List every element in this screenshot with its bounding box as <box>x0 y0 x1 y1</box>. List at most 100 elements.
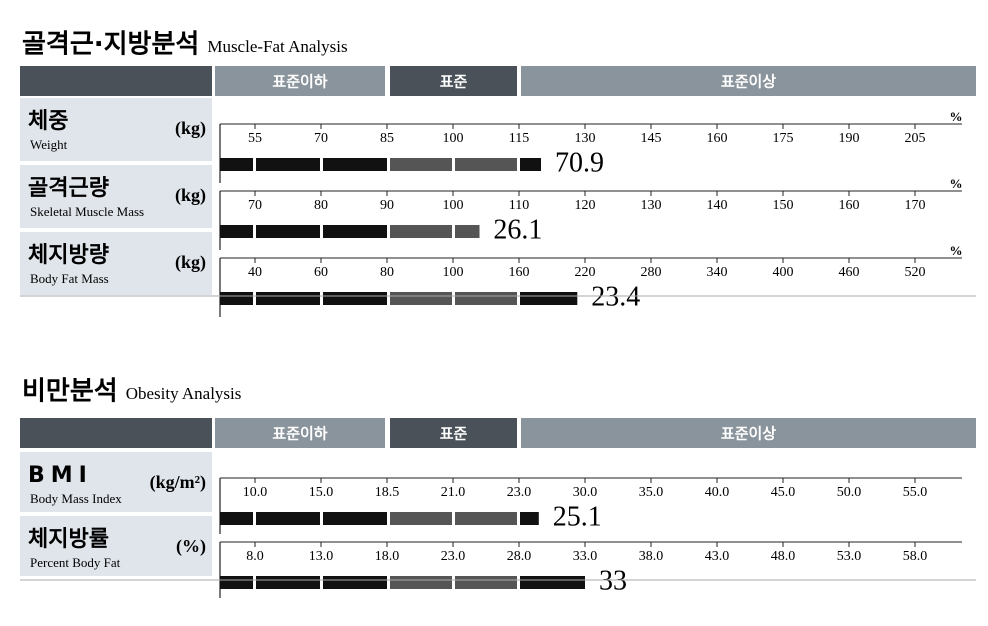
row-name-en: Skeletal Muscle Mass <box>30 204 144 219</box>
tick-label: 100 <box>443 265 464 280</box>
tick-label: 8.0 <box>246 549 264 564</box>
row-unit: (kg) <box>175 118 206 139</box>
row-name: BMI <box>28 463 93 488</box>
bar-gap <box>253 225 256 238</box>
header-label: 표준 <box>440 73 468 91</box>
row-unit: (kg) <box>175 185 206 206</box>
header-label: 표준 <box>440 425 468 443</box>
tick-label: 160 <box>509 265 530 280</box>
bar-gap <box>517 576 520 589</box>
section-title: 골격근·지방분석 <box>22 30 199 60</box>
bar-gap <box>253 576 256 589</box>
tick-label: 205 <box>905 131 926 146</box>
tick-label: 170 <box>905 198 926 213</box>
row-name: 체지방량 <box>28 243 109 268</box>
tick-label: 130 <box>575 131 596 146</box>
row-name-en: Percent Body Fat <box>30 555 121 570</box>
tick-label: 43.0 <box>705 549 730 564</box>
header-cell <box>20 66 212 96</box>
tick-label: 80 <box>314 198 328 213</box>
tick-label: 60 <box>314 265 328 280</box>
tick-label: 160 <box>707 131 728 146</box>
scale-unit: % <box>950 109 963 124</box>
bar-gap <box>387 158 390 171</box>
label-cell <box>20 232 212 295</box>
tick-label: 35.0 <box>639 485 664 500</box>
row-unit: (kg) <box>175 252 206 273</box>
value-label: 33 <box>599 565 627 596</box>
bar-gap <box>320 292 323 305</box>
row-name: 체지방률 <box>28 527 109 552</box>
bar-normal-zone <box>390 225 480 238</box>
tick-label: 23.0 <box>507 485 532 500</box>
bar-gap <box>452 292 455 305</box>
section-subtitle: Obesity Analysis <box>126 384 242 403</box>
bar-gap <box>517 512 520 525</box>
scale-unit: % <box>950 176 963 191</box>
header-cell <box>215 418 385 448</box>
tick-label: 150 <box>773 198 794 213</box>
section-subtitle: Muscle-Fat Analysis <box>207 37 347 56</box>
tick-label: 280 <box>641 265 662 280</box>
tick-label: 175 <box>773 131 794 146</box>
tick-label: 55 <box>248 131 262 146</box>
bar-gap <box>452 158 455 171</box>
tick-label: 85 <box>380 131 394 146</box>
tick-label: 160 <box>839 198 860 213</box>
bar-gap <box>452 512 455 525</box>
header-cell <box>521 66 976 96</box>
tick-label: 53.0 <box>837 549 862 564</box>
tick-label: 340 <box>707 265 728 280</box>
tick-label: 10.0 <box>243 485 268 500</box>
tick-label: 48.0 <box>771 549 796 564</box>
bar-gap <box>253 292 256 305</box>
row-name-en: Body Mass Index <box>30 491 122 506</box>
tick-label: 190 <box>839 131 860 146</box>
row-name-en: Weight <box>30 137 68 152</box>
row-unit: (%) <box>176 536 206 557</box>
label-cell <box>20 165 212 228</box>
tick-label: 40 <box>248 265 262 280</box>
tick-label: 220 <box>575 265 596 280</box>
header-label: 표준이하 <box>272 73 327 91</box>
bar-gap <box>253 158 256 171</box>
header-cell <box>20 418 212 448</box>
tick-label: 400 <box>773 265 794 280</box>
header-label: 표준이하 <box>272 425 327 443</box>
tick-label: 100 <box>443 131 464 146</box>
tick-label: 520 <box>905 265 926 280</box>
header-cell <box>390 418 517 448</box>
bar-gap <box>517 292 520 305</box>
tick-label: 18.5 <box>375 485 400 500</box>
tick-label: 50.0 <box>837 485 862 500</box>
label-cell <box>20 452 212 512</box>
header-cell <box>521 418 976 448</box>
header-cell <box>390 66 517 96</box>
label-cell <box>20 516 212 576</box>
tick-label: 18.0 <box>375 549 400 564</box>
tick-label: 115 <box>509 131 529 146</box>
bar-gap <box>452 225 455 238</box>
bar-gap <box>387 225 390 238</box>
value-label: 23.4 <box>591 281 640 312</box>
tick-label: 100 <box>443 198 464 213</box>
tick-label: 145 <box>641 131 662 146</box>
bar-gap <box>387 512 390 525</box>
header-cell <box>215 66 385 96</box>
tick-label: 15.0 <box>309 485 334 500</box>
tick-label: 70 <box>314 131 328 146</box>
tick-label: 55.0 <box>903 485 928 500</box>
bar-gap <box>320 158 323 171</box>
tick-label: 23.0 <box>441 549 466 564</box>
tick-label: 460 <box>839 265 860 280</box>
tick-label: 80 <box>380 265 394 280</box>
value-label: 26.1 <box>493 214 542 245</box>
tick-label: 21.0 <box>441 485 466 500</box>
row-name: 골격근량 <box>28 176 109 201</box>
tick-label: 110 <box>509 198 529 213</box>
row-name: 체중 <box>28 109 68 134</box>
tick-label: 45.0 <box>771 485 796 500</box>
tick-label: 33.0 <box>573 549 598 564</box>
tick-label: 28.0 <box>507 549 532 564</box>
